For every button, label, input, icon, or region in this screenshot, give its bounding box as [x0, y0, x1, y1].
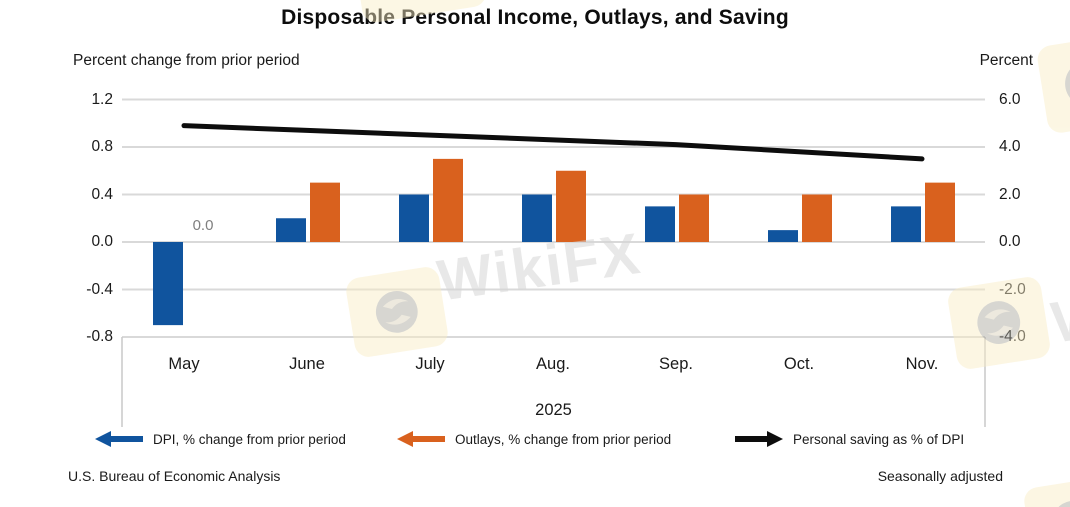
left-arrow-icon — [95, 431, 143, 447]
right-axis-tick-label: 2.0 — [999, 185, 1021, 203]
category-label: July — [415, 355, 445, 373]
category-label: Oct. — [783, 355, 815, 373]
left-axis-tick-label: 0.0 — [91, 233, 113, 250]
category-label: May — [168, 355, 200, 373]
legend-item-saving: Personal saving as % of DPI — [735, 430, 964, 448]
adjustment-note: Seasonally adjusted — [877, 468, 1003, 484]
left-axis-tick-label: 0.8 — [91, 138, 113, 155]
left-arrow-icon — [397, 431, 445, 447]
right-axis-tick-label: -2.0 — [999, 280, 1026, 298]
right-axis-tick-label: 6.0 — [999, 90, 1021, 108]
right-axis-tick-label: 0.0 — [999, 233, 1021, 250]
category-label: June — [289, 355, 325, 373]
left-axis-tick-label: 1.2 — [91, 90, 113, 108]
right-axis-tick-label: -4.0 — [999, 328, 1026, 345]
legend-label-outlays: Outlays, % change from prior period — [455, 431, 672, 447]
legend-item-dpi: DPI, % change from prior period — [95, 430, 346, 448]
source-note: U.S. Bureau of Economic Analysis — [68, 468, 281, 484]
left-axis-tick-label: -0.4 — [86, 280, 113, 298]
legend-item-outlays: Outlays, % change from prior period — [397, 430, 671, 448]
category-label: Sep. — [659, 355, 693, 373]
category-label: Aug. — [536, 355, 570, 373]
left-axis-title: Percent change from prior period — [73, 52, 300, 69]
x-axis-year-label: 2025 — [535, 401, 572, 419]
category-label: Nov. — [905, 355, 939, 373]
legend-label-dpi: DPI, % change from prior period — [153, 431, 346, 447]
right-arrow-icon — [735, 431, 783, 447]
legend-label-saving: Personal saving as % of DPI — [793, 431, 965, 447]
chart-title: Disposable Personal Income, Outlays, and… — [281, 6, 789, 29]
data-label-may-outlays: 0.0 — [192, 217, 214, 234]
right-axis-tick-label: 4.0 — [999, 138, 1021, 155]
right-axis-title: Percent — [979, 52, 1033, 69]
left-axis-tick-label: 0.4 — [91, 185, 113, 203]
left-axis-tick-label: -0.8 — [86, 328, 113, 345]
